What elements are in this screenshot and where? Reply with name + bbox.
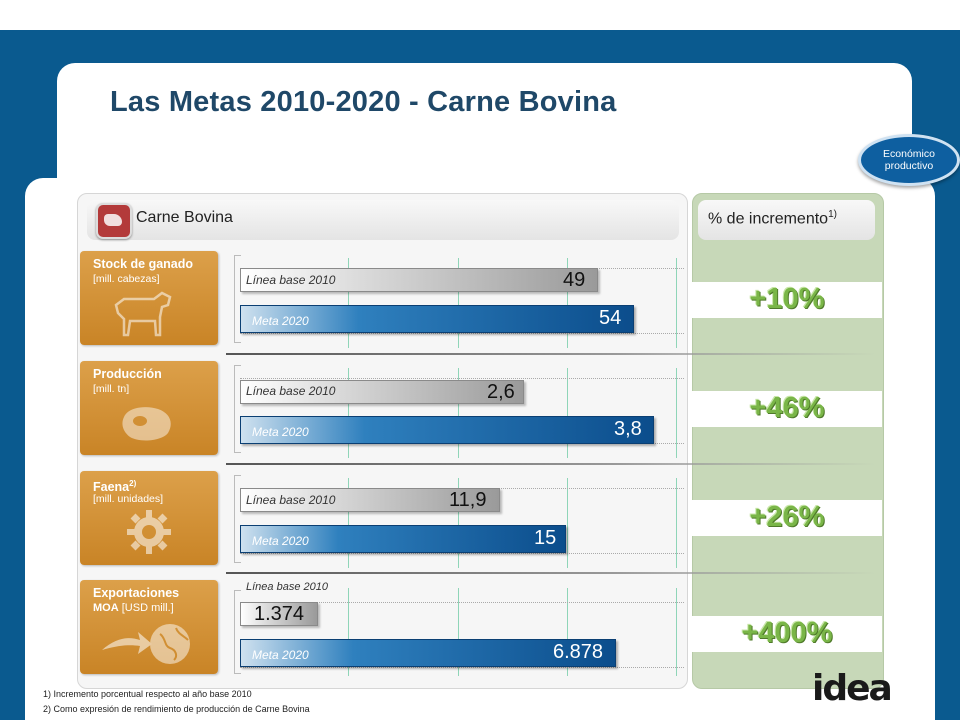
category-name: Stock de ganado (93, 257, 194, 271)
footnote-2: 2) Como expresión de rendimiento de prod… (43, 704, 310, 714)
meta-label: Meta 2020 (252, 314, 309, 328)
meta-label: Meta 2020 (252, 534, 309, 548)
footnote-ref: 2) (129, 479, 137, 488)
meta-bar (240, 416, 654, 444)
meta-value: 3,8 (614, 418, 642, 440)
gridline (567, 588, 568, 676)
gridline (567, 478, 568, 568)
increment-value: +46% (749, 392, 825, 424)
meta-bar (240, 639, 616, 667)
gridline (348, 258, 349, 348)
increment-value: +26% (749, 501, 825, 533)
category-unit: [mill. tn] (93, 383, 130, 395)
category-faena: Faena2) [mill. unidades] (80, 471, 218, 565)
increment-band (692, 616, 882, 652)
gridline (567, 258, 568, 348)
row-bracket (234, 590, 241, 674)
frame-notch-right (855, 0, 960, 30)
globe-export-icon (102, 624, 190, 664)
base-bar (240, 488, 500, 512)
gear-icon (127, 510, 171, 554)
badge-line-1: Económico (883, 148, 935, 160)
category-name: Exportaciones (93, 586, 180, 600)
category-stock-ganado: Stock de ganado [mill. cabezas] (80, 251, 218, 345)
meta-value: 54 (599, 307, 622, 329)
category-produccion: Producción [mill. tn] (80, 361, 218, 455)
footnote-1: 1) Incremento porcentual respecto al año… (43, 689, 252, 699)
row-bracket (234, 475, 241, 563)
category-exportaciones: Exportaciones MOA [USD mill.] (80, 580, 218, 674)
frame-top (172, 0, 855, 30)
meta-label: Meta 2020 (252, 648, 309, 662)
gridline (567, 368, 568, 458)
row-separator (226, 353, 876, 355)
increment-value: +400% (741, 617, 833, 649)
guide-line (240, 378, 684, 379)
guide-line (240, 553, 684, 554)
gridline (458, 478, 459, 568)
meta-bar (240, 305, 634, 333)
category-name: Producción (93, 367, 162, 381)
row-bracket (234, 255, 241, 343)
cow-icon (114, 291, 172, 337)
increment-panel (692, 193, 884, 689)
base-bar (240, 268, 598, 292)
row-bracket (234, 365, 241, 453)
right-header-label: % de incremento1) (708, 209, 837, 228)
meta-label: Meta 2020 (252, 425, 309, 439)
meat-icon (122, 407, 171, 441)
base-value: 2,6 (487, 381, 515, 403)
values-panel-header (87, 200, 679, 240)
page-title: Las Metas 2010-2020 - Carne Bovina (110, 86, 617, 118)
gridline (676, 368, 677, 458)
category-name: Faena2) (93, 479, 137, 495)
left-header-label: Carne Bovina (136, 209, 233, 226)
category-unit: MOA [USD mill.] (93, 602, 174, 614)
base-value: 1.374 (254, 603, 305, 625)
increment-band (692, 391, 882, 427)
guide-line (240, 602, 684, 603)
footnote-ref: 1) (828, 209, 837, 220)
gridline (676, 588, 677, 676)
category-name-line-2: MOA (93, 602, 119, 614)
meta-value: 15 (534, 527, 557, 549)
gridline (676, 478, 677, 568)
base-label: Línea base 2010 (246, 273, 336, 287)
base-value: 49 (563, 269, 586, 291)
frame-notch-left (0, 0, 172, 30)
row-separator (226, 463, 876, 465)
base-bar (240, 602, 318, 626)
base-label: Línea base 2010 (246, 581, 328, 593)
gridline (348, 588, 349, 676)
beef-icon (96, 203, 132, 239)
guide-line (240, 667, 684, 668)
increment-panel-header (698, 200, 875, 240)
category-unit: [mill. cabezas] (93, 273, 160, 285)
base-label: Línea base 2010 (246, 493, 336, 507)
idea-logo: idea (812, 668, 893, 709)
gridline (458, 588, 459, 676)
guide-line (240, 333, 684, 334)
gridline (348, 368, 349, 458)
gridline (458, 258, 459, 348)
category-unit: [mill. unidades] (93, 493, 164, 505)
gridline (458, 368, 459, 458)
section-badge[interactable]: Económico productivo (858, 134, 960, 186)
base-bar (240, 380, 524, 404)
increment-value: +10% (749, 283, 825, 315)
increment-band (692, 282, 882, 318)
gridline (676, 258, 677, 348)
meta-bar (240, 525, 566, 553)
gridline (348, 478, 349, 568)
increment-band (692, 500, 882, 536)
row-separator (226, 572, 876, 574)
meta-value: 6.878 (553, 641, 604, 663)
base-value: 11,9 (449, 489, 487, 511)
base-label: Línea base 2010 (246, 384, 336, 398)
badge-line-2: productivo (884, 160, 934, 172)
